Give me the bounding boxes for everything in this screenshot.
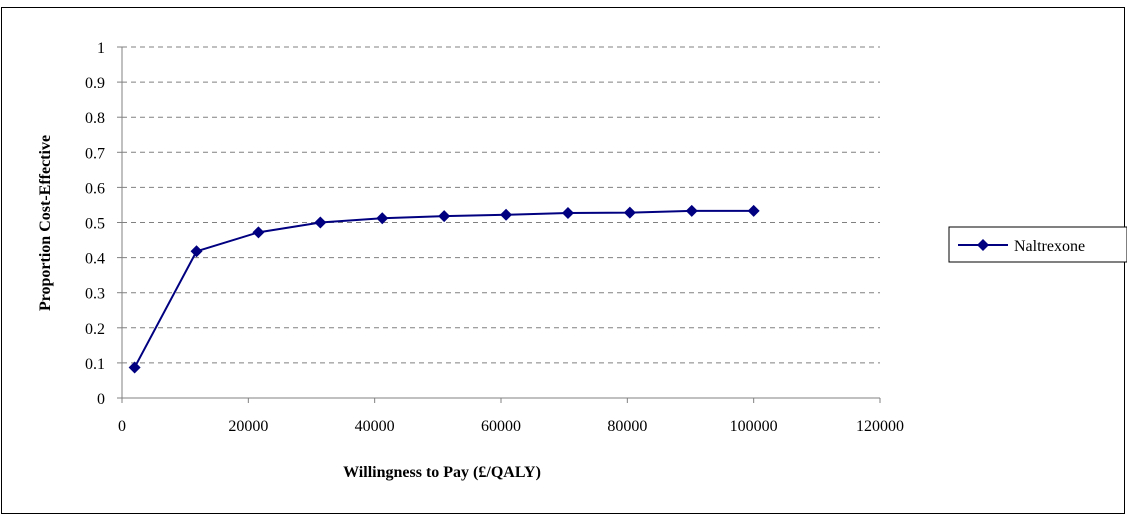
chart-frame bbox=[1, 7, 1125, 514]
data-point bbox=[376, 212, 389, 225]
data-point bbox=[685, 204, 698, 217]
x-tick-label: 60000 bbox=[481, 418, 521, 435]
legend-marker bbox=[977, 239, 989, 251]
y-tick-label: 0.1 bbox=[85, 356, 105, 373]
data-point bbox=[252, 226, 265, 239]
y-tick-label: 0.2 bbox=[85, 321, 105, 338]
data-point bbox=[438, 210, 451, 223]
y-tick-label: 0.3 bbox=[85, 286, 105, 303]
y-tick-label: 0.5 bbox=[85, 216, 105, 233]
plot-area bbox=[121, 46, 880, 399]
y-tick-label: 0.8 bbox=[85, 110, 105, 127]
legend: Naltrexone bbox=[948, 226, 1127, 263]
data-point bbox=[747, 204, 760, 217]
data-point bbox=[500, 208, 513, 221]
y-tick-label: 0.4 bbox=[85, 251, 105, 268]
y-axis-ticks: 0 0.1 0.2 0.3 0.4 0.5 0.6 0.7 0.8 0.9 1 bbox=[85, 40, 122, 408]
y-tick-label: 0.9 bbox=[85, 75, 105, 92]
x-axis-title: Willingness to Pay (£/QALY) bbox=[343, 464, 541, 481]
y-axis-title: Proportion Cost-Effective bbox=[37, 135, 54, 311]
data-point bbox=[623, 206, 636, 219]
x-tick-label: 120000 bbox=[856, 418, 904, 435]
data-point bbox=[561, 207, 574, 220]
y-tick-label: 0.7 bbox=[85, 145, 105, 162]
y-tick-label: 0 bbox=[97, 391, 105, 408]
x-tick-label: 40000 bbox=[355, 418, 395, 435]
data-point bbox=[190, 245, 203, 258]
data-point bbox=[314, 216, 327, 229]
data-point bbox=[128, 361, 141, 374]
x-axis-ticks: 0 20000 40000 60000 80000 100000 120000 bbox=[118, 398, 904, 435]
x-tick-label: 0 bbox=[118, 418, 126, 435]
series-line bbox=[133, 209, 754, 368]
series-layer bbox=[128, 204, 760, 374]
y-tick-label: 0.6 bbox=[85, 180, 105, 197]
x-tick-label: 100000 bbox=[730, 418, 778, 435]
y-tick-label: 1 bbox=[97, 40, 105, 57]
x-tick-label: 20000 bbox=[228, 418, 268, 435]
legend-label: Naltrexone bbox=[1014, 238, 1085, 255]
x-tick-label: 80000 bbox=[607, 418, 647, 435]
